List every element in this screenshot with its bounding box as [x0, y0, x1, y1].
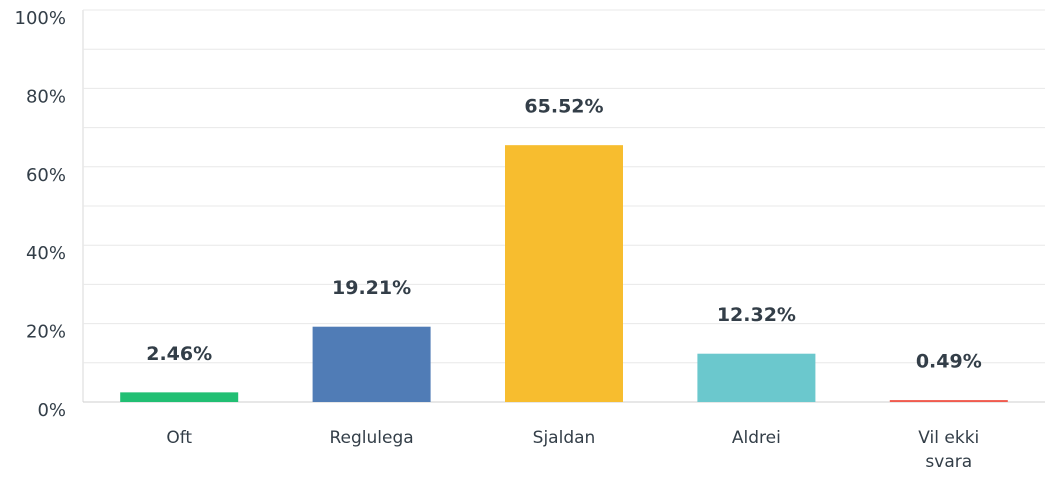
x-tick-label: Aldrei [731, 428, 781, 448]
value-label: 65.52% [524, 96, 603, 118]
bar [312, 326, 431, 402]
value-label: 19.21% [332, 277, 411, 299]
x-tick-label: Reglulega [329, 428, 414, 448]
x-tick-label: Vil ekki svara [918, 428, 980, 472]
value-label: 12.32% [717, 304, 796, 326]
bar [697, 353, 816, 402]
y-tick-label: 80% [26, 86, 66, 107]
value-label: 2.46% [146, 343, 212, 365]
bar [505, 145, 623, 402]
y-tick-label: 0% [37, 400, 66, 421]
bar [889, 400, 1008, 402]
y-tick-label: 60% [26, 165, 66, 186]
y-tick-label: 20% [26, 322, 66, 343]
y-tick-label: 100% [15, 8, 66, 29]
x-tick-label: Oft [166, 428, 193, 448]
x-tick-label: Sjaldan [532, 428, 596, 448]
bar [120, 392, 239, 402]
y-tick-label: 40% [26, 243, 66, 264]
value-label: 0.49% [916, 351, 982, 373]
